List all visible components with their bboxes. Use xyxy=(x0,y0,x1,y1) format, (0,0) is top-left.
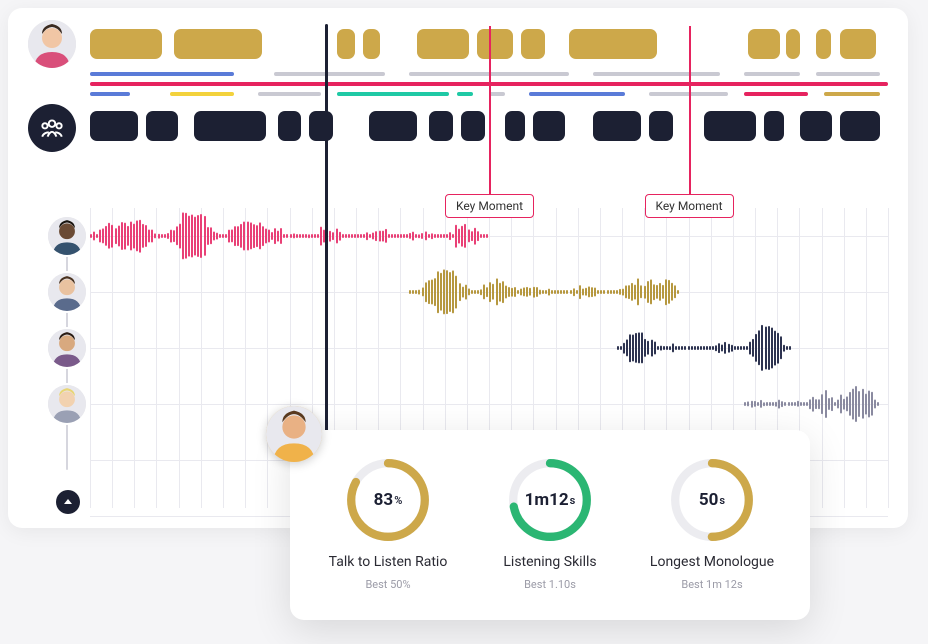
avatar-stats[interactable] xyxy=(266,406,322,462)
group-segment[interactable] xyxy=(146,111,178,141)
avatar-main[interactable] xyxy=(28,20,76,68)
key-moment-label[interactable]: Key Moment xyxy=(645,194,734,218)
speaker-segment[interactable] xyxy=(816,29,830,59)
group-segment[interactable] xyxy=(461,111,485,141)
group-segment[interactable] xyxy=(704,111,756,141)
stat-ring: 83% xyxy=(342,454,434,546)
waveform-track[interactable] xyxy=(90,264,888,320)
topic-segment[interactable] xyxy=(90,72,234,76)
speaker-row-main xyxy=(28,26,888,62)
avatar-participant[interactable] xyxy=(48,329,86,367)
key-moment-marker[interactable] xyxy=(689,26,691,196)
waveform-track[interactable] xyxy=(90,320,888,376)
group-segment[interactable] xyxy=(593,111,641,141)
group-segment[interactable] xyxy=(278,111,302,141)
speaker-segment[interactable] xyxy=(363,29,381,59)
topic-segment[interactable] xyxy=(529,92,625,96)
waveform-track[interactable] xyxy=(90,376,888,432)
group-segment[interactable] xyxy=(649,111,673,141)
topic-segment[interactable] xyxy=(457,92,473,96)
stat-subtitle: Best 1.10s xyxy=(524,578,576,591)
topic-segment[interactable] xyxy=(824,92,880,96)
group-segment[interactable] xyxy=(505,111,525,141)
topic-segment[interactable] xyxy=(170,92,234,96)
stat-ratio: 83% Talk to Listen Ratio Best 50% xyxy=(310,454,466,606)
stat-subtitle: Best 1m 12s xyxy=(681,578,742,591)
topic-segment[interactable] xyxy=(274,72,386,76)
stat-value: 50s xyxy=(666,454,758,546)
participant-row xyxy=(28,264,888,320)
group-segment[interactable] xyxy=(90,111,138,141)
group-segment[interactable] xyxy=(369,111,417,141)
speaker-segment[interactable] xyxy=(90,29,162,59)
stat-ring: 1m12s xyxy=(504,454,596,546)
topic-segment[interactable] xyxy=(816,72,880,76)
group-segment[interactable] xyxy=(194,111,266,141)
stat-subtitle: Best 50% xyxy=(365,578,410,591)
topic-segment[interactable] xyxy=(744,72,800,76)
stat-listen: 1m12s Listening Skills Best 1.10s xyxy=(472,454,628,606)
topic-segment[interactable] xyxy=(489,92,505,96)
group-segment[interactable] xyxy=(309,111,333,141)
avatar-participant[interactable] xyxy=(48,273,86,311)
group-segment[interactable] xyxy=(800,111,832,141)
group-avatar[interactable] xyxy=(28,104,76,152)
stat-title: Listening Skills xyxy=(503,554,596,570)
stat-ring: 50s xyxy=(666,454,758,546)
group-row xyxy=(28,110,888,146)
topic-segment[interactable] xyxy=(337,92,449,96)
topic-segment[interactable] xyxy=(593,72,721,76)
key-moment-label[interactable]: Key Moment xyxy=(445,194,534,218)
avatar-participant[interactable] xyxy=(48,385,86,423)
stat-value: 83% xyxy=(342,454,434,546)
group-segment[interactable] xyxy=(840,111,880,141)
stat-title: Talk to Listen Ratio xyxy=(329,554,448,570)
stat-mono: 50s Longest Monologue Best 1m 12s xyxy=(634,454,790,606)
topic-segment[interactable] xyxy=(90,92,130,96)
stat-title: Longest Monologue xyxy=(650,554,774,570)
speaker-segment[interactable] xyxy=(417,29,469,59)
speaker-segment[interactable] xyxy=(174,29,262,59)
key-moment-marker[interactable] xyxy=(489,26,491,196)
group-segment[interactable] xyxy=(533,111,565,141)
group-segment[interactable] xyxy=(764,111,784,141)
avatar-participant[interactable] xyxy=(48,217,86,255)
collapse-button[interactable] xyxy=(56,490,80,514)
participant-row xyxy=(28,320,888,376)
speaker-segment[interactable] xyxy=(337,29,355,59)
playhead[interactable] xyxy=(325,24,328,444)
stat-value: 1m12s xyxy=(504,454,596,546)
topic-segment[interactable] xyxy=(744,92,808,96)
speaker-segment[interactable] xyxy=(569,29,657,59)
speaker-segment[interactable] xyxy=(521,29,545,59)
speaker-segment[interactable] xyxy=(748,29,780,59)
group-segment[interactable] xyxy=(429,111,453,141)
speaker-segment[interactable] xyxy=(477,29,513,59)
participant-row xyxy=(28,376,888,432)
speaker-segment[interactable] xyxy=(840,29,876,59)
stats-card: 83% Talk to Listen Ratio Best 50% 1m12s … xyxy=(290,430,810,620)
topic-segment[interactable] xyxy=(258,92,322,96)
speaker-segment[interactable] xyxy=(786,29,800,59)
